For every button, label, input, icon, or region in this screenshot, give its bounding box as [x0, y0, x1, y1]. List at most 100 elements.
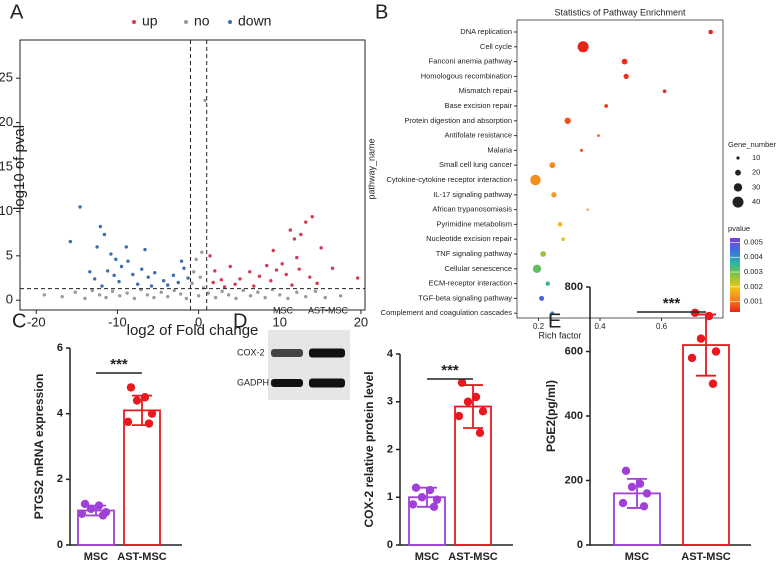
y-tick-label: 6 — [57, 342, 63, 354]
data-point — [635, 479, 645, 488]
y-tick-label: Base excision repair — [444, 101, 512, 110]
y-tick-label: 600 — [565, 345, 583, 357]
data-point — [290, 283, 294, 287]
y-tick-label: Protein digestion and absorption — [404, 116, 512, 125]
data-point — [704, 311, 714, 321]
bubble — [561, 237, 565, 242]
x-tick-label: AST-MSC — [681, 551, 731, 563]
data-point — [143, 247, 147, 252]
data-point — [220, 289, 224, 294]
data-point — [145, 293, 150, 297]
significance-label: *** — [441, 362, 459, 379]
y-tick-label: 0 — [57, 539, 63, 551]
data-point — [203, 98, 207, 103]
data-point — [118, 294, 122, 298]
panel-label: C — [12, 310, 26, 332]
y-axis-label: PGE2(pg/ml) — [544, 380, 558, 452]
y-tick-label: Complement and coagulation cascades — [381, 308, 513, 317]
data-point — [297, 267, 301, 271]
data-point — [114, 257, 118, 262]
data-point — [90, 288, 94, 293]
data-point — [639, 502, 649, 511]
bubble — [623, 73, 629, 80]
data-point — [687, 353, 697, 363]
y-tick-label: Small cell lung cancer — [439, 160, 512, 169]
data-point — [149, 284, 154, 288]
significance-label: *** — [110, 356, 128, 373]
x-tick-label: MSC — [415, 551, 440, 563]
data-point — [172, 288, 176, 293]
x-tick-label: 20 — [354, 314, 368, 329]
data-point — [408, 500, 418, 509]
bubble — [564, 117, 571, 124]
data-point — [206, 291, 211, 295]
bubble — [662, 89, 667, 94]
data-point — [105, 269, 110, 273]
data-point — [179, 292, 183, 296]
y-tick-label: 1 — [387, 491, 393, 503]
data-point — [98, 224, 103, 229]
data-point — [271, 248, 275, 253]
data-point — [112, 273, 116, 278]
data-point — [330, 266, 335, 270]
bubble — [597, 134, 600, 137]
data-point — [454, 411, 464, 421]
y-axis-label: -log10 of pval — [11, 125, 28, 215]
y-tick-label: Mismatch repair — [459, 86, 513, 95]
y-axis-label: pathway_name — [366, 138, 376, 199]
bubble — [586, 208, 589, 211]
data-point — [315, 281, 319, 286]
colorbar — [730, 238, 740, 312]
data-point — [257, 274, 262, 278]
y-tick-label: African trypanosomiasis — [432, 205, 512, 214]
legend-label: no — [194, 13, 210, 29]
data-point — [280, 262, 284, 266]
x-tick-label: AST-MSC — [448, 551, 498, 563]
y-tick-label: TNF signaling pathway — [436, 249, 513, 258]
blot-band — [309, 378, 345, 388]
y-tick-label: 4 — [387, 348, 394, 360]
data-point — [463, 397, 473, 406]
data-point — [92, 277, 97, 281]
data-point — [248, 294, 253, 298]
data-point — [627, 482, 637, 492]
data-point — [269, 278, 273, 283]
data-point — [642, 489, 652, 498]
data-point — [222, 285, 227, 289]
panel-label: B — [375, 1, 388, 23]
data-point — [73, 290, 77, 294]
y-tick-label: 25 — [0, 70, 13, 85]
data-point — [211, 280, 215, 285]
x-tick-label: 0.4 — [594, 322, 606, 331]
data-point — [78, 205, 82, 209]
y-tick-label: 2 — [57, 473, 63, 485]
data-point — [179, 259, 184, 263]
legend-title: pvalue — [728, 224, 750, 233]
data-point — [117, 279, 121, 284]
data-point — [308, 275, 312, 279]
bubble — [577, 41, 589, 53]
y-tick-label: Pyrimidine metabolism — [437, 219, 512, 228]
data-point — [696, 334, 706, 343]
data-point — [171, 273, 176, 278]
data-point — [248, 270, 252, 274]
data-point — [274, 268, 279, 272]
data-point — [125, 291, 129, 295]
y-tick-label: 10 — [0, 203, 13, 218]
blot-background — [268, 330, 350, 400]
data-point — [192, 270, 196, 274]
bubble — [580, 148, 584, 152]
data-point — [98, 511, 108, 520]
y-tick-label: Fanconi anemia pathway — [429, 57, 513, 66]
data-point — [288, 228, 293, 232]
data-point — [213, 269, 217, 273]
x-tick-label: 0 — [195, 314, 202, 329]
data-point — [228, 264, 232, 269]
bubble — [545, 281, 550, 286]
data-point — [690, 308, 700, 317]
data-point — [110, 289, 115, 294]
data-point — [140, 393, 150, 402]
data-point — [146, 275, 150, 279]
data-point — [166, 283, 170, 287]
